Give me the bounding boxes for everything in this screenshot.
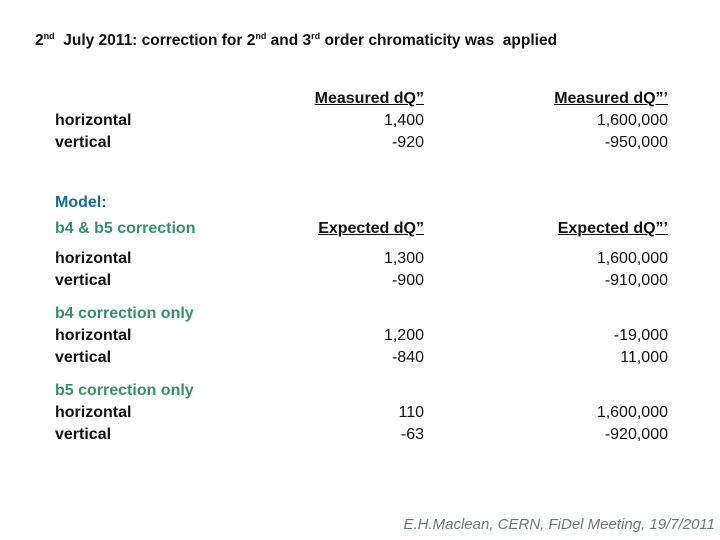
column-header-expected-dq3: Expected dQ”’ [557,220,668,237]
section-label-b4b5: b4 & b5 correction [55,220,196,237]
chromaticity-table: Measured dQ” Measured dQ”’ horizontal 1,… [55,88,668,446]
row-label: vertical [55,349,112,366]
table-row: horizontal 1,300 1,600,000 [55,248,668,270]
row-label: vertical [55,426,112,443]
model-heading-row: Model: [55,192,668,214]
value-dq2: -63 [400,426,424,443]
row-label: vertical [55,272,112,289]
row-label: horizontal [55,112,132,129]
table-row: vertical -900 -910,000 [55,270,668,292]
table-row: vertical -840 11,000 [55,347,668,369]
row-label: horizontal [55,250,132,267]
value-dq3: 1,600,000 [596,250,668,267]
value-dq2: 1,200 [383,327,424,344]
table-row: horizontal 110 1,600,000 [55,402,668,424]
value-dq3: 1,600,000 [596,404,668,421]
section-header-row-b4b5: b4 & b5 correction Expected dQ” Expected… [55,218,668,240]
title-part: order chromaticity was applied [320,32,558,49]
row-label: vertical [55,134,112,151]
value-dq3: 1,600,000 [596,112,668,129]
value-dq3: -920,000 [604,426,668,443]
title-part: 2 [35,32,44,49]
section-header-row-b4: b4 correction only [55,303,668,325]
value-dq2: -840 [391,349,424,366]
section-label-b4: b4 correction only [55,305,194,322]
value-dq3: -950,000 [604,134,668,151]
table-row: horizontal 1,400 1,600,000 [55,110,668,132]
column-header-expected-dq2: Expected dQ” [318,220,424,237]
column-header-measured-dq3: Measured dQ”’ [554,90,668,107]
row-label: horizontal [55,327,132,344]
row-label: horizontal [55,404,132,421]
value-dq2: -920 [391,134,424,151]
title-part: and 3 [266,32,312,49]
value-dq2: 1,300 [383,250,424,267]
column-header-measured-dq2: Measured dQ” [314,90,424,107]
table-row: horizontal 1,200 -19,000 [55,325,668,347]
value-dq2: 1,400 [383,112,424,129]
section-header-row-b5: b5 correction only [55,380,668,402]
table-row: vertical -920 -950,000 [55,132,668,154]
measured-header-row: Measured dQ” Measured dQ”’ [55,88,668,110]
value-dq3: 11,000 [620,349,668,366]
value-dq2: 110 [398,404,424,421]
title-superscript: rd [311,30,321,41]
slide-title: 2nd July 2011: correction for 2nd and 3r… [35,30,558,50]
title-part: July 2011: correction for 2 [54,32,256,49]
value-dq3: -19,000 [613,327,668,344]
section-label-b5: b5 correction only [55,382,194,399]
table-row: vertical -63 -920,000 [55,424,668,446]
footer-credit: E.H.Maclean, CERN, FiDel Meeting, 19/7/2… [403,516,715,533]
title-superscript: nd [255,30,267,41]
value-dq3: -910,000 [604,272,668,289]
title-superscript: nd [43,30,55,41]
model-heading: Model: [55,194,107,211]
value-dq2: -900 [391,272,424,289]
